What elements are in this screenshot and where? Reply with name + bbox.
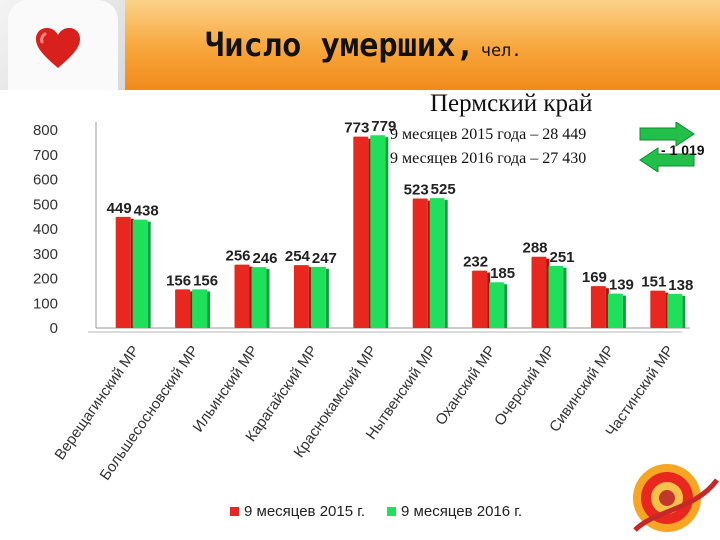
bar-2016 xyxy=(548,265,564,328)
data-label-2016: 139 xyxy=(609,277,634,294)
bar-side-2015 xyxy=(487,272,491,328)
y-tick-label: 500 xyxy=(33,196,58,213)
legend-swatch-2016 xyxy=(387,506,397,516)
y-tick-label: 800 xyxy=(33,122,58,139)
bar-side-2015 xyxy=(605,288,609,328)
y-tick-label: 100 xyxy=(33,295,58,312)
y-tick-label: 700 xyxy=(33,147,58,164)
bar-side-2016 xyxy=(504,284,508,328)
bar-side-2015 xyxy=(190,291,194,328)
doctor-heart-photo xyxy=(0,0,125,90)
data-label-2016: 185 xyxy=(490,265,515,282)
data-label-2016: 438 xyxy=(134,203,159,220)
data-label-2015: 156 xyxy=(166,272,191,289)
bar-side-2016 xyxy=(385,137,389,328)
bar-2016 xyxy=(370,135,386,328)
header-banner: Число умерших, чел. xyxy=(0,0,720,90)
data-label-2015: 523 xyxy=(404,182,429,199)
category-label: Очерский МР xyxy=(491,343,559,429)
bar-2016 xyxy=(310,266,326,328)
data-label-2016: 779 xyxy=(371,118,396,135)
title-unit: чел. xyxy=(480,41,522,61)
bar-2016 xyxy=(489,282,505,328)
data-label-2016: 525 xyxy=(431,181,456,198)
bar-2015 xyxy=(293,265,309,328)
bar-2015 xyxy=(353,136,369,328)
bar-side-2016 xyxy=(682,295,686,328)
bar-side-2016 xyxy=(563,267,567,328)
difference-arrow-icon xyxy=(639,122,695,172)
bar-2015 xyxy=(531,256,547,328)
bar-2015 xyxy=(175,289,191,328)
region-label: Пермский край xyxy=(430,90,593,117)
y-tick-label: 400 xyxy=(33,221,58,238)
bar-side-2015 xyxy=(665,292,669,328)
chart-legend: 9 месяцев 2015 г. 9 месяцев 2016 г. xyxy=(230,500,544,522)
category-label: Оханский МР xyxy=(432,343,499,429)
bar-2015 xyxy=(590,286,606,328)
heart-icon xyxy=(36,28,80,68)
data-label-2015: 151 xyxy=(641,274,666,291)
bar-2016 xyxy=(251,267,267,328)
bar-2015 xyxy=(115,216,131,328)
category-label: Большесосновский МР xyxy=(97,343,203,484)
legend-item-2016: 9 месяцев 2016 г. xyxy=(387,503,522,520)
data-label-2015: 449 xyxy=(107,200,132,217)
legend-item-2015: 9 месяцев 2015 г. xyxy=(230,503,365,520)
note-2016: 9 месяцев 2016 года – 27 430 xyxy=(390,150,587,167)
decorative-swirl-logo xyxy=(633,464,720,532)
note-2015: 9 месяцев 2015 года – 28 449 xyxy=(390,126,587,143)
bar-side-2016 xyxy=(444,200,448,328)
bar-2015 xyxy=(650,290,666,328)
page-title: Число умерших, чел. xyxy=(205,26,522,64)
y-tick-label: 0 xyxy=(50,320,58,337)
bar-2016 xyxy=(192,289,208,328)
bar-side-2016 xyxy=(266,269,270,328)
bar-side-2016 xyxy=(325,268,329,328)
data-label-2016: 156 xyxy=(193,272,218,289)
bar-side-2016 xyxy=(622,295,626,328)
data-label-2016: 251 xyxy=(549,249,574,266)
data-label-2015: 232 xyxy=(463,254,488,271)
bar-2015 xyxy=(234,264,250,328)
bar-side-2015 xyxy=(368,138,372,328)
y-tick-label: 200 xyxy=(33,271,58,288)
bar-side-2015 xyxy=(427,200,431,328)
bar-2016 xyxy=(429,198,445,328)
bar-2015 xyxy=(472,270,488,328)
data-label-2015: 169 xyxy=(582,269,607,286)
bar-side-2016 xyxy=(207,291,211,328)
bar-2016 xyxy=(667,293,683,328)
legend-label-2015: 9 месяцев 2015 г. xyxy=(244,502,366,520)
bar-side-2015 xyxy=(249,266,253,328)
legend-label-2016: 9 месяцев 2016 г. xyxy=(401,502,523,520)
data-label-2016: 246 xyxy=(252,250,277,267)
difference-value: - 1 019 xyxy=(661,142,705,158)
data-label-2015: 773 xyxy=(344,120,369,137)
y-tick-label: 300 xyxy=(33,246,58,263)
data-label-2015: 288 xyxy=(522,240,547,257)
data-label-2015: 254 xyxy=(285,248,311,265)
title-text: Число умерших, xyxy=(205,26,475,64)
bar-side-2015 xyxy=(308,267,312,328)
data-label-2016: 247 xyxy=(312,250,337,267)
bar-2016 xyxy=(607,293,623,328)
bar-side-2015 xyxy=(130,218,134,328)
data-label-2015: 256 xyxy=(225,248,250,265)
bar-side-2016 xyxy=(147,221,151,328)
legend-swatch-2015 xyxy=(230,506,239,516)
bar-2015 xyxy=(412,198,428,328)
y-tick-label: 600 xyxy=(33,172,58,189)
bar-2016 xyxy=(132,219,148,328)
data-label-2016: 138 xyxy=(668,277,693,294)
bar-side-2015 xyxy=(546,258,550,328)
